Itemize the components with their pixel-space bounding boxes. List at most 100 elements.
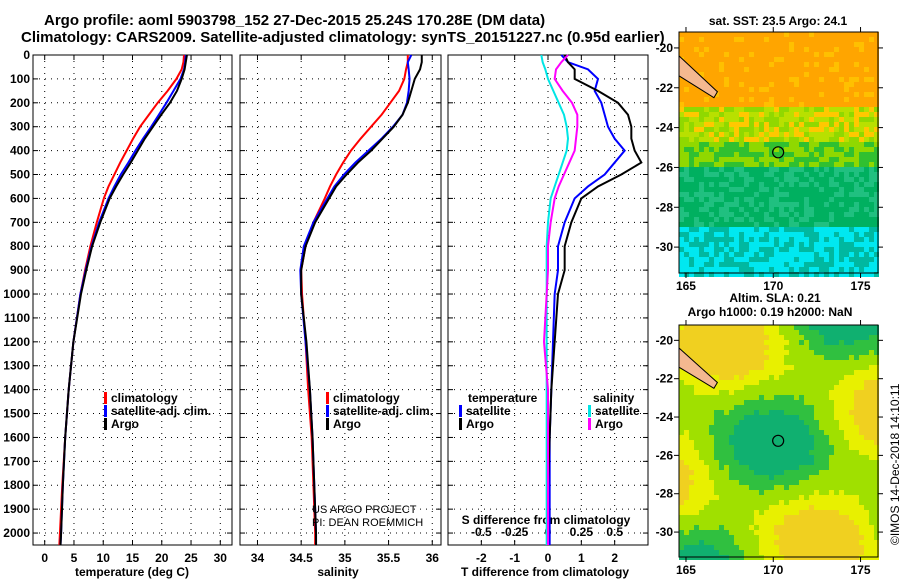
sla-pixel (719, 385, 724, 390)
sla-pixel (814, 450, 819, 455)
sla-pixel (759, 540, 764, 545)
sst-pixel (699, 177, 704, 182)
sla-pixel (749, 460, 754, 465)
sla-pixel (759, 490, 764, 495)
sst-pixel (779, 37, 784, 42)
sla-pixel (749, 545, 754, 550)
sla-pixel (774, 425, 779, 430)
sla-pixel (819, 500, 824, 505)
sst-pixel (684, 162, 689, 167)
sst-pixel (819, 177, 824, 182)
sla-pixel (744, 485, 749, 490)
sst-ytick-label: -28 (656, 200, 674, 214)
sst-pixel (689, 112, 694, 117)
sst-pixel (694, 122, 699, 127)
sst-pixel (779, 257, 784, 262)
depth-tick-label: 1000 (3, 287, 30, 301)
sst-pixel (699, 247, 704, 252)
sst-pixel (854, 57, 859, 62)
sst-pixel (699, 172, 704, 177)
sla-pixel (844, 460, 849, 465)
sla-pixel (819, 355, 824, 360)
sst-pixel (839, 107, 844, 112)
sst-pixel (724, 97, 729, 102)
sla-pixel (759, 515, 764, 520)
sst-pixel (719, 192, 724, 197)
sla-pixel (769, 415, 774, 420)
sst-pixel (754, 272, 759, 277)
sst-pixel (734, 87, 739, 92)
sst-pixel (779, 187, 784, 192)
sla-pixel (844, 330, 849, 335)
sst-pixel (784, 182, 789, 187)
sst-pixel (869, 147, 874, 152)
depth-tick-label: 800 (10, 239, 30, 253)
sla-pixel (689, 400, 694, 405)
sla-pixel (784, 350, 789, 355)
sst-pixel (829, 172, 834, 177)
sst-pixel (844, 127, 849, 132)
sla-pixel (689, 460, 694, 465)
sla-pixel (854, 375, 859, 380)
sla-pixel (744, 490, 749, 495)
sla-pixel (794, 460, 799, 465)
sst-pixel (689, 187, 694, 192)
sla-pixel (679, 420, 684, 425)
sla-pixel (819, 470, 824, 475)
sla-pixel (679, 370, 684, 375)
sst-pixel (734, 147, 739, 152)
sst-pixel (779, 52, 784, 57)
sst-pixel (854, 127, 859, 132)
sla-pixel (784, 405, 789, 410)
sst-pixel (719, 107, 724, 112)
sst-pixel (794, 72, 799, 77)
sla-pixel (749, 520, 754, 525)
sst-pixel (739, 202, 744, 207)
sst-pixel (844, 157, 849, 162)
sla-pixel (769, 425, 774, 430)
sst-pixel (859, 87, 864, 92)
sst-pixel (769, 157, 774, 162)
sla-pixel (824, 380, 829, 385)
sst-pixel (804, 207, 809, 212)
sst-pixel (709, 42, 714, 47)
sla-pixel (849, 380, 854, 385)
sst-pixel (839, 172, 844, 177)
sla-pixel (784, 325, 789, 330)
sst-pixel (794, 202, 799, 207)
sst-pixel (774, 232, 779, 237)
sla-pixel (764, 545, 769, 550)
sla-pixel (749, 455, 754, 460)
sla-pixel (749, 475, 754, 480)
sla-pixel (804, 480, 809, 485)
sla-pixel (699, 515, 704, 520)
sla-pixel (774, 550, 779, 555)
sst-pixel (729, 132, 734, 137)
sst-pixel (824, 272, 829, 277)
sla-pixel (854, 365, 859, 370)
sla-pixel (874, 430, 879, 435)
sla-pixel (784, 505, 789, 510)
sla-pixel (749, 535, 754, 540)
sst-pixel (729, 112, 734, 117)
sla-pixel (724, 405, 729, 410)
sst-pixel (729, 157, 734, 162)
sst-pixel (769, 217, 774, 222)
sst-pixel (784, 47, 789, 52)
sla-pixel (824, 510, 829, 515)
sst-pixel (859, 52, 864, 57)
sla-pixel (779, 520, 784, 525)
sla-pixel (729, 450, 734, 455)
sst-pixel (824, 147, 829, 152)
sla-pixel (684, 325, 689, 330)
sst-pixel (779, 147, 784, 152)
sst-pixel (759, 87, 764, 92)
sla-pixel (764, 450, 769, 455)
sst-pixel (864, 102, 869, 107)
sla-pixel (864, 545, 869, 550)
sla-pixel (724, 420, 729, 425)
sst-pixel (824, 137, 829, 142)
sla-pixel (844, 375, 849, 380)
sla-pixel (794, 515, 799, 520)
sla-pixel (724, 465, 729, 470)
